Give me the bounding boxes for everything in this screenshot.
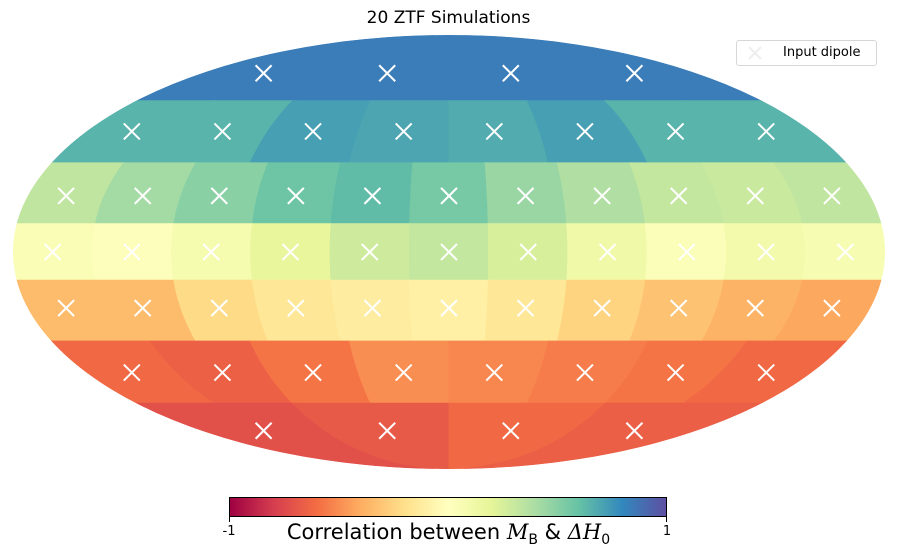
dipole-marker-x-icon	[210, 299, 228, 317]
dipole-marker-x-icon	[378, 422, 396, 440]
dipole-marker-x-icon	[304, 363, 322, 382]
sky-pixel	[330, 279, 414, 342]
dipole-marker-x-icon	[363, 187, 382, 205]
dipole-marker-x-icon	[361, 243, 379, 261]
sky-pixel	[251, 279, 342, 342]
colorbar	[229, 497, 667, 517]
dipole-marker-x-icon	[210, 187, 228, 205]
dipole-marker-x-icon	[757, 363, 775, 382]
dipole-marker-x-icon	[746, 187, 765, 205]
dipole-marker-x-icon	[625, 422, 644, 440]
colorbar-label: Correlation between MB & ΔH0	[286, 520, 611, 549]
dipole-marker-x-icon	[254, 422, 273, 440]
dipole-marker-x-icon	[123, 122, 141, 141]
legend-marker-x-icon	[748, 46, 762, 60]
dipole-marker-x-icon	[823, 187, 841, 205]
dipole-marker-x-icon	[304, 122, 322, 141]
dipole-marker-x-icon	[823, 299, 841, 317]
sky-pixel	[409, 162, 489, 225]
colorbar-tick-label-max: 1	[662, 524, 672, 539]
sky-pixel	[484, 162, 568, 225]
dipole-marker-x-icon	[57, 187, 75, 205]
dipole-marker-x-icon	[516, 187, 535, 205]
dipole-marker-x-icon	[440, 243, 458, 261]
dipole-marker-x-icon	[576, 122, 594, 141]
chart-title: 20 ZTF Simulations	[366, 8, 531, 28]
dipole-marker-x-icon	[213, 122, 232, 141]
dipole-marker-x-icon	[746, 299, 765, 317]
dipole-marker-x-icon	[281, 243, 300, 261]
dipole-marker-x-icon	[363, 299, 382, 317]
dipole-marker-x-icon	[757, 122, 775, 141]
sky-pixel	[556, 279, 647, 342]
dipole-marker-x-icon	[516, 299, 535, 317]
dipole-marker-x-icon	[678, 243, 696, 261]
colorbar-tick-max	[666, 517, 667, 522]
dipole-marker-x-icon	[440, 187, 458, 205]
dipole-marker-x-icon	[519, 243, 537, 261]
dipole-marker-x-icon	[254, 64, 273, 82]
dipole-marker-x-icon	[757, 243, 775, 261]
dipole-marker-x-icon	[287, 299, 305, 317]
dipole-marker-x-icon	[502, 422, 520, 440]
dipole-marker-x-icon	[394, 363, 413, 382]
dipole-marker-x-icon	[502, 64, 520, 82]
dipole-marker-x-icon	[670, 299, 688, 317]
dipole-marker-x-icon	[593, 187, 611, 205]
dipole-marker-x-icon	[485, 122, 504, 141]
sky-pixel	[251, 162, 342, 225]
dipole-marker-x-icon	[836, 243, 855, 261]
dipole-marker-x-icon	[57, 299, 75, 317]
dipole-marker-x-icon	[440, 299, 458, 317]
dipole-marker-x-icon	[394, 122, 413, 141]
sky-pixel	[484, 279, 568, 342]
dipole-marker-x-icon	[378, 64, 396, 82]
dipole-marker-x-icon	[133, 299, 152, 317]
legend: Input dipole	[736, 40, 877, 66]
mollweide-sky-map	[13, 35, 885, 469]
dipole-marker-x-icon	[202, 243, 220, 261]
dipole-marker-x-icon	[670, 187, 688, 205]
colorbar-tick-min	[229, 517, 230, 522]
dipole-marker-x-icon	[598, 243, 617, 261]
dipole-marker-x-icon	[123, 363, 141, 382]
dipole-marker-x-icon	[625, 64, 644, 82]
dipole-marker-x-icon	[593, 299, 611, 317]
dipole-marker-x-icon	[43, 243, 62, 261]
dipole-marker-x-icon	[123, 243, 141, 261]
sky-pixel	[13, 223, 96, 281]
dipole-marker-x-icon	[133, 187, 152, 205]
dipole-marker-x-icon	[666, 363, 685, 382]
dipole-marker-x-icon	[576, 363, 594, 382]
dipole-marker-x-icon	[666, 122, 685, 141]
sky-pixel	[330, 162, 414, 225]
sky-pixel	[409, 279, 489, 342]
sky-pixel	[556, 162, 647, 225]
dipole-marker-x-icon	[213, 363, 232, 382]
colorbar-tick-label-min: -1	[222, 524, 236, 539]
dipole-marker-x-icon	[485, 363, 504, 382]
legend-label: Input dipole	[783, 45, 861, 60]
dipole-marker-x-icon	[287, 187, 305, 205]
sky-pixel	[802, 223, 885, 281]
